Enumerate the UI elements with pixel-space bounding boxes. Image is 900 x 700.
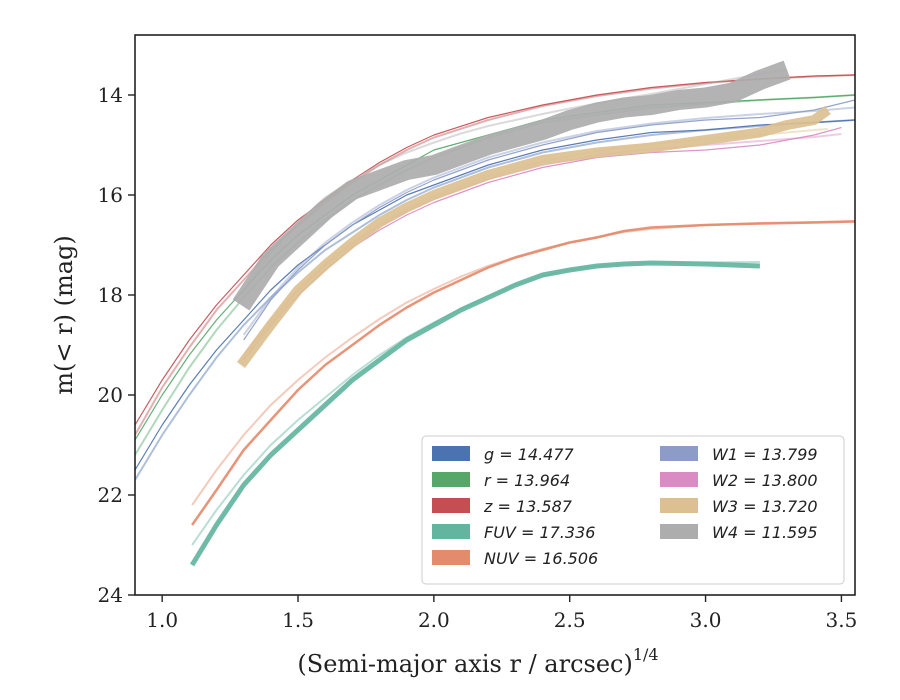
series-0 (135, 119, 855, 481)
legend-label-2: z = 13.587 (483, 497, 573, 516)
y-tick-label: 20 (98, 383, 123, 407)
series-3-profile (189, 260, 760, 567)
legend-swatch-7 (660, 498, 698, 513)
x-tick-label: 1.0 (146, 608, 178, 632)
series-4-profile (191, 220, 855, 526)
x-tick-label: 2.5 (554, 608, 586, 632)
series-3 (189, 260, 760, 567)
series-5-profile (243, 99, 855, 341)
y-axis-label: m(< r) (mag) (50, 235, 78, 394)
legend-label-5: W1 = 13.799 (712, 445, 818, 464)
legend-swatch-2 (432, 498, 470, 513)
y-tick-label: 14 (98, 83, 123, 107)
legend-label-8: W4 = 11.595 (712, 523, 818, 542)
series-2 (135, 74, 855, 436)
legend: g = 14.477 r = 13.964 z = 13.587 FUV = 17.3… (421, 435, 845, 585)
legend-label-7: W3 = 13.720 (712, 497, 818, 516)
legend-label-6: W2 = 13.800 (712, 471, 818, 490)
series-7 (236, 105, 831, 368)
series-2-profile (135, 74, 855, 426)
x-tick-label: 3.5 (826, 608, 858, 632)
series-8-profile (232, 60, 791, 311)
legend-swatch-3 (432, 524, 470, 539)
legend-swatch-4 (432, 550, 470, 565)
legend-label-3: FUV = 17.336 (484, 523, 595, 542)
y-tick-label: 22 (98, 483, 123, 507)
legend-box (421, 435, 845, 585)
legend-label-1: r = 13.964 (484, 471, 570, 490)
series-8 (232, 60, 791, 311)
legend-swatch-1 (432, 472, 470, 487)
legend-swatch-5 (660, 446, 698, 461)
x-axis-ticks: 1.0 1.5 2.0 2.5 3.0 3.5 (146, 595, 857, 632)
series-5 (242, 99, 855, 341)
legend-label-4: NUV = 16.506 (484, 549, 598, 568)
legend-label-0: g = 14.477 (484, 445, 575, 464)
y-tick-label: 24 (98, 583, 123, 607)
x-axis-label: (Semi-major axis r / arcsec)1/4 (297, 645, 658, 678)
legend-swatch-8 (660, 524, 698, 539)
x-tick-label: 3.0 (690, 608, 722, 632)
legend-swatch-0 (432, 446, 470, 461)
y-tick-label: 18 (98, 283, 123, 307)
plot-frame (134, 34, 856, 596)
y-axis-ticks: 14 16 18 20 22 24 (98, 83, 135, 607)
x-tick-label: 2.0 (418, 608, 450, 632)
legend-swatch-6 (660, 472, 698, 487)
series-4 (191, 220, 855, 526)
y-tick-label: 16 (98, 183, 123, 207)
series-layer (135, 60, 855, 567)
series-0-profile (135, 119, 855, 471)
x-tick-label: 1.5 (282, 608, 314, 632)
series-5-model-line (242, 106, 855, 336)
series-7-profile (236, 105, 831, 368)
